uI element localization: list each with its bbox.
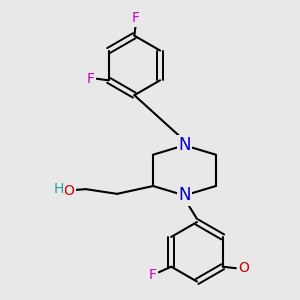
Text: N: N <box>178 186 191 204</box>
Text: F: F <box>148 268 156 282</box>
Text: H: H <box>53 182 64 197</box>
Text: N: N <box>178 136 191 154</box>
Text: O: O <box>238 261 250 275</box>
Text: F: F <box>132 11 140 26</box>
Text: O: O <box>64 184 75 198</box>
Text: F: F <box>86 72 94 86</box>
